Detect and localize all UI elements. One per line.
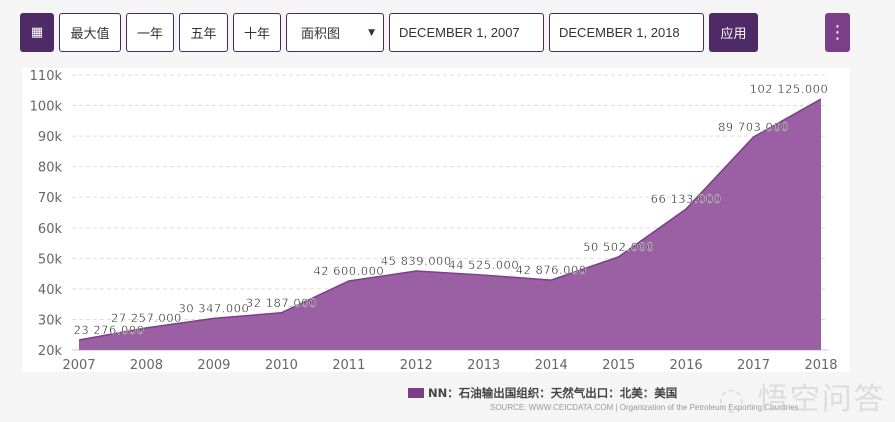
data-label: 102 125.000: [750, 82, 829, 96]
area-fill: [79, 99, 821, 350]
x-tick-label: 2010: [265, 358, 298, 373]
x-tick-label: 2016: [670, 358, 703, 373]
five-year-button[interactable]: 五年: [179, 13, 228, 52]
x-tick-label: 2017: [737, 358, 770, 373]
x-tick-label: 2013: [467, 358, 500, 373]
calendar-button[interactable]: ▦: [20, 13, 54, 52]
source-note: SOURCE: WWW.CEICDATA.COM | Organization …: [490, 403, 799, 412]
calendar-icon: ▦: [30, 25, 44, 40]
y-tick-label: 110k: [30, 69, 63, 84]
y-tick-label: 100k: [30, 100, 63, 115]
y-tick-label: 60k: [38, 222, 63, 237]
data-label: 42 876.000: [516, 263, 587, 277]
x-tick-label: 2012: [400, 358, 433, 373]
x-tick-label: 2015: [602, 358, 635, 373]
data-label: 30 347.000: [178, 301, 249, 315]
x-tick-label: 2009: [197, 358, 230, 373]
data-label: 89 703.000: [718, 120, 789, 134]
x-tick-label: 2007: [62, 358, 95, 373]
y-tick-label: 90k: [38, 130, 63, 145]
data-label: 42 600.000: [313, 264, 384, 278]
data-label: 27 257.000: [111, 311, 182, 325]
data-label: 50 502.000: [583, 240, 654, 254]
y-tick-label: 30k: [38, 313, 63, 328]
y-tick-label: 70k: [38, 191, 63, 206]
chart-type-value: 面积图: [301, 27, 341, 42]
ten-year-button[interactable]: 十年: [233, 13, 281, 52]
x-tick-label: 2018: [804, 358, 837, 373]
y-tick-label: 50k: [38, 252, 63, 267]
start-date-input[interactable]: DECEMBER 1, 2007: [389, 13, 544, 52]
apply-button[interactable]: 应用: [709, 13, 758, 52]
watermark-logo: ◌ 悟空问答: [718, 382, 886, 417]
data-label: 44 525.000: [448, 258, 519, 272]
more-menu-button[interactable]: ⋮: [825, 13, 850, 52]
legend: NN：石油输出国组织：天然气出口：北美：美国: [408, 385, 677, 401]
data-label: 66 133.000: [651, 192, 722, 206]
x-tick-label: 2014: [535, 358, 568, 373]
chart-type-select[interactable]: 面积图 ▼: [286, 13, 384, 52]
max-range-button[interactable]: 最大值: [59, 13, 121, 52]
x-tick-label: 2008: [130, 358, 163, 373]
y-tick-label: 20k: [38, 344, 63, 359]
x-tick-label: 2011: [332, 358, 365, 373]
data-label: 32 187.000: [246, 296, 317, 310]
y-tick-label: 40k: [38, 283, 63, 298]
end-date-input[interactable]: DECEMBER 1, 2018: [549, 13, 704, 52]
one-year-button[interactable]: 一年: [126, 13, 174, 52]
series-line: [78, 98, 822, 341]
legend-label: NN：石油输出国组织：天然气出口：北美：美国: [428, 386, 678, 400]
chevron-down-icon: ▼: [368, 27, 375, 38]
y-tick-label: 80k: [38, 161, 63, 176]
data-label: 23 276.000: [74, 323, 145, 337]
legend-swatch: [408, 388, 424, 398]
data-label: 45 839.000: [381, 254, 452, 268]
